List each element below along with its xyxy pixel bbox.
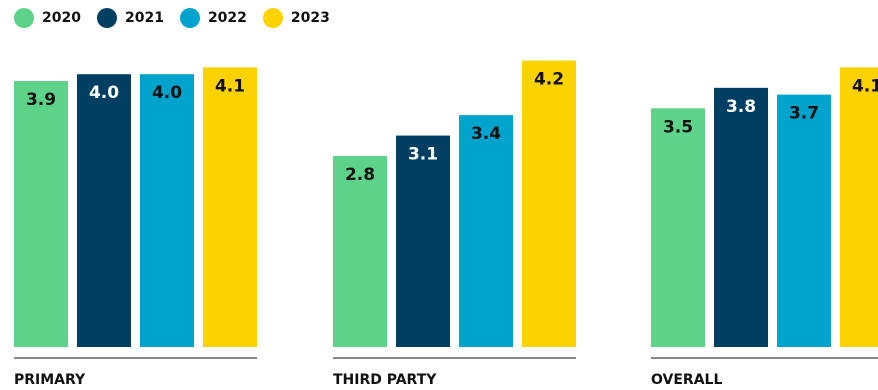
bar-value-label-third-party-2023: 4.2	[534, 70, 564, 90]
bar-overall-2023	[840, 67, 878, 347]
bar-third-party-2023	[522, 60, 576, 348]
bar-value-label-primary-2022: 4.0	[152, 83, 182, 103]
legend-item-2023: 2023	[262, 8, 330, 28]
bar-primary-2023	[203, 67, 257, 347]
bar-value-label-overall-2022: 3.7	[789, 104, 819, 124]
bar-value-label-overall-2020: 3.5	[663, 117, 693, 137]
bar-value-label-primary-2021: 4.0	[89, 83, 119, 103]
legend-swatch-2021	[96, 8, 117, 28]
legend-swatch-2020	[14, 8, 34, 28]
category-label-third-party: THIRD PARTY	[333, 372, 437, 388]
category-label-primary: PRIMARY	[14, 372, 86, 388]
bar-value-label-overall-2021: 3.8	[726, 97, 756, 117]
category-label-overall: OVERALL	[651, 372, 722, 388]
bar-third-party-2021	[396, 135, 450, 347]
legend-label-2022: 2022	[207, 10, 247, 26]
chart-legend: 2020 2021 2022 2023	[14, 8, 346, 28]
bar-value-label-third-party-2021: 3.1	[408, 145, 438, 165]
bar-value-label-third-party-2020: 2.8	[345, 165, 375, 185]
legend-swatch-2023	[262, 8, 283, 28]
bar-primary-2020	[14, 81, 68, 348]
bar-value-label-overall-2023: 4.1	[852, 76, 878, 96]
bar-primary-2021	[77, 74, 131, 347]
legend-label-2020: 2020	[42, 10, 81, 26]
bar-value-label-primary-2020: 3.9	[26, 90, 56, 110]
bar-third-party-2022	[459, 115, 513, 348]
legend-item-2021: 2021	[96, 8, 164, 28]
legend-item-2022: 2022	[179, 8, 247, 28]
legend-swatch-2022	[179, 8, 200, 28]
bar-overall-2020	[651, 108, 705, 347]
bar-value-label-third-party-2022: 3.4	[471, 124, 501, 144]
bar-primary-2022	[140, 74, 194, 347]
legend-label-2021: 2021	[124, 10, 164, 26]
bar-third-party-2020	[333, 156, 387, 347]
bar-value-label-primary-2023: 4.1	[215, 76, 245, 96]
legend-label-2023: 2023	[290, 10, 330, 26]
legend-item-2020: 2020	[14, 8, 81, 28]
bar-overall-2021	[714, 87, 768, 347]
bar-overall-2022	[777, 94, 831, 347]
